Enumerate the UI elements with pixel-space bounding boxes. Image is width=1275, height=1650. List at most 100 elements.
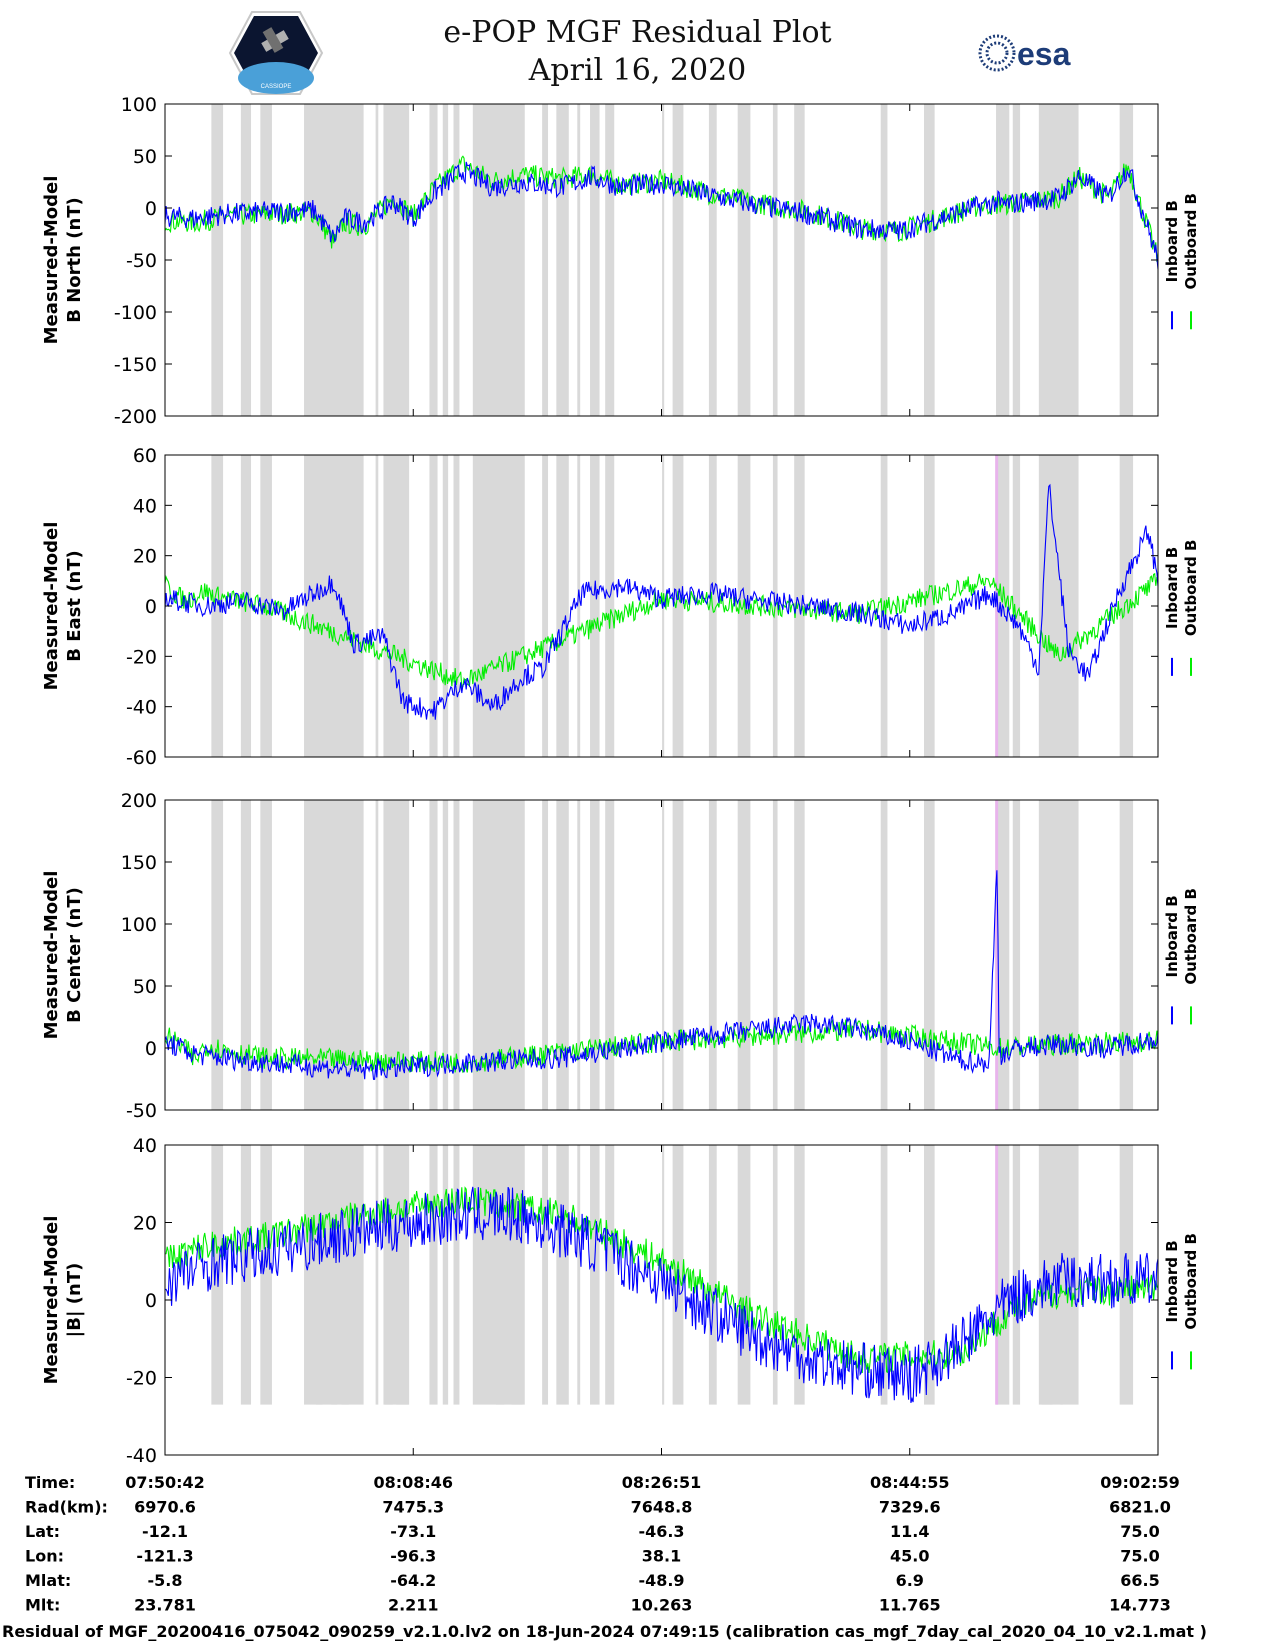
- time-table-cell: -64.2: [390, 1571, 436, 1590]
- esa-logo: esa: [978, 34, 1071, 72]
- data-gap-shade: [1119, 800, 1134, 1110]
- data-gap-shade: [375, 104, 379, 416]
- time-table-cell: 6821.0: [1109, 1498, 1171, 1517]
- data-gap-shade: [304, 455, 364, 757]
- y-tick-label: -150: [114, 354, 157, 376]
- y-axis-label: |B| (nT): [64, 1263, 85, 1338]
- y-tick-label: 60: [133, 445, 157, 467]
- y-tick-label: 50: [133, 146, 157, 168]
- title-line-2: April 16, 2020: [528, 53, 747, 88]
- y-tick-label: -40: [126, 697, 157, 719]
- time-table-cell: 75.0: [1120, 1547, 1159, 1566]
- event-marker: [995, 1145, 999, 1405]
- data-gap-shade: [737, 104, 751, 416]
- time-table-cell: 08:44:55: [870, 1473, 950, 1492]
- data-gap-shade: [542, 800, 549, 1110]
- time-table-cell: -96.3: [390, 1547, 436, 1566]
- data-gap-shade: [1119, 455, 1134, 757]
- data-gap-shade: [924, 455, 935, 757]
- data-gap-shade: [240, 800, 252, 1110]
- cassiope-logo-text: CASSIOPE: [261, 84, 292, 90]
- legend-label: Inboard B: [1163, 1240, 1181, 1322]
- data-gap-shade: [772, 1145, 778, 1405]
- data-gap-shade: [260, 1145, 272, 1405]
- time-table-row-label: Lon:: [25, 1547, 64, 1566]
- data-gap-shade: [1012, 104, 1021, 416]
- time-table-cell: 11.765: [879, 1596, 941, 1615]
- series-inboard: [164, 870, 1159, 1080]
- time-table-cell: 07:50:42: [125, 1473, 205, 1492]
- y-axis-label: Measured-Model: [41, 176, 62, 345]
- data-gap-shade: [453, 455, 460, 757]
- data-gap-shade: [383, 1145, 409, 1405]
- data-gap-shade: [429, 104, 438, 416]
- data-gap-shade: [453, 800, 460, 1110]
- data-gap-shade: [662, 800, 665, 1110]
- data-gap-shade: [260, 104, 272, 416]
- data-gap-shade: [429, 1145, 438, 1405]
- data-gap-shade: [556, 800, 569, 1110]
- y-tick-label: 200: [121, 790, 157, 812]
- series-outboard: [164, 1018, 1159, 1074]
- data-gap-shade: [442, 800, 449, 1110]
- data-gap-shade: [304, 1145, 364, 1405]
- series-inboard: [164, 483, 1159, 720]
- data-gap-shade: [1012, 800, 1021, 1110]
- data-gap-shade: [375, 455, 379, 757]
- time-table-cell: 6.9: [896, 1571, 924, 1590]
- cassiope-logo: CASSIOPE: [228, 11, 324, 95]
- esa-logo-text: esa: [1017, 36, 1071, 72]
- data-gap-shade: [260, 800, 272, 1110]
- data-gap-shade: [737, 455, 751, 757]
- time-table-cell: 6970.6: [134, 1498, 196, 1517]
- data-gap-shade: [453, 104, 460, 416]
- data-gap-shade: [429, 800, 438, 1110]
- event-marker: [995, 800, 999, 1110]
- data-gap-shade: [590, 800, 600, 1110]
- data-gap-shade: [304, 104, 364, 416]
- data-gap-shade: [211, 104, 224, 416]
- data-gap-shade: [577, 1145, 581, 1405]
- data-gap-shade: [1038, 455, 1079, 757]
- data-gap-shade: [442, 1145, 449, 1405]
- data-gap-shade: [672, 104, 684, 416]
- y-tick-label: -100: [114, 302, 157, 324]
- time-table-cell: 7648.8: [631, 1498, 693, 1517]
- data-gap-shade: [662, 104, 665, 416]
- data-gap-shade: [442, 104, 449, 416]
- data-gap-shade: [472, 104, 523, 416]
- footer-caption: Residual of MGF_20200416_075042_090259_v…: [2, 1622, 1207, 1641]
- time-table-cell: 7475.3: [382, 1498, 444, 1517]
- data-gap-shade: [211, 800, 224, 1110]
- time-table-cell: 7329.6: [879, 1498, 941, 1517]
- data-gap-shade: [605, 1145, 615, 1405]
- data-gap-shade: [383, 104, 409, 416]
- y-tick-label: 100: [121, 914, 157, 936]
- data-gap-shade: [672, 800, 684, 1110]
- y-tick-label: 0: [145, 596, 157, 618]
- y-tick-label: 50: [133, 976, 157, 998]
- data-gap-shade: [794, 800, 805, 1110]
- time-table-cell: -121.3: [136, 1547, 193, 1566]
- y-tick-label: -50: [126, 1100, 157, 1122]
- legend-label: Outboard B: [1182, 1233, 1200, 1330]
- y-tick-label: 40: [133, 1135, 157, 1157]
- time-table-row-label: Mlt:: [25, 1596, 60, 1615]
- time-table-cell: -48.9: [638, 1571, 684, 1590]
- time-table-cell: 11.4: [890, 1522, 929, 1541]
- data-gap-shade: [375, 800, 379, 1110]
- time-table-row-label: Mlat:: [25, 1571, 71, 1590]
- data-gap-shade: [880, 104, 888, 416]
- y-axis-label: Measured-Model: [41, 871, 62, 1040]
- data-gap-shade: [472, 455, 523, 757]
- data-gap-shade: [605, 800, 615, 1110]
- y-axis-label: Measured-Model: [41, 1216, 62, 1385]
- y-tick-label: 40: [133, 495, 157, 517]
- y-tick-label: -40: [126, 1445, 157, 1467]
- legend-label: Inboard B: [1163, 547, 1181, 629]
- time-table-row-label: Rad(km):: [25, 1498, 108, 1517]
- time-table-cell: -5.8: [148, 1571, 183, 1590]
- panel-3: 200 150 100 50 0 -50 Measured-Model B Center (n…: [41, 790, 1200, 1122]
- data-gap-shade: [240, 104, 252, 416]
- data-gap-shade: [672, 455, 684, 757]
